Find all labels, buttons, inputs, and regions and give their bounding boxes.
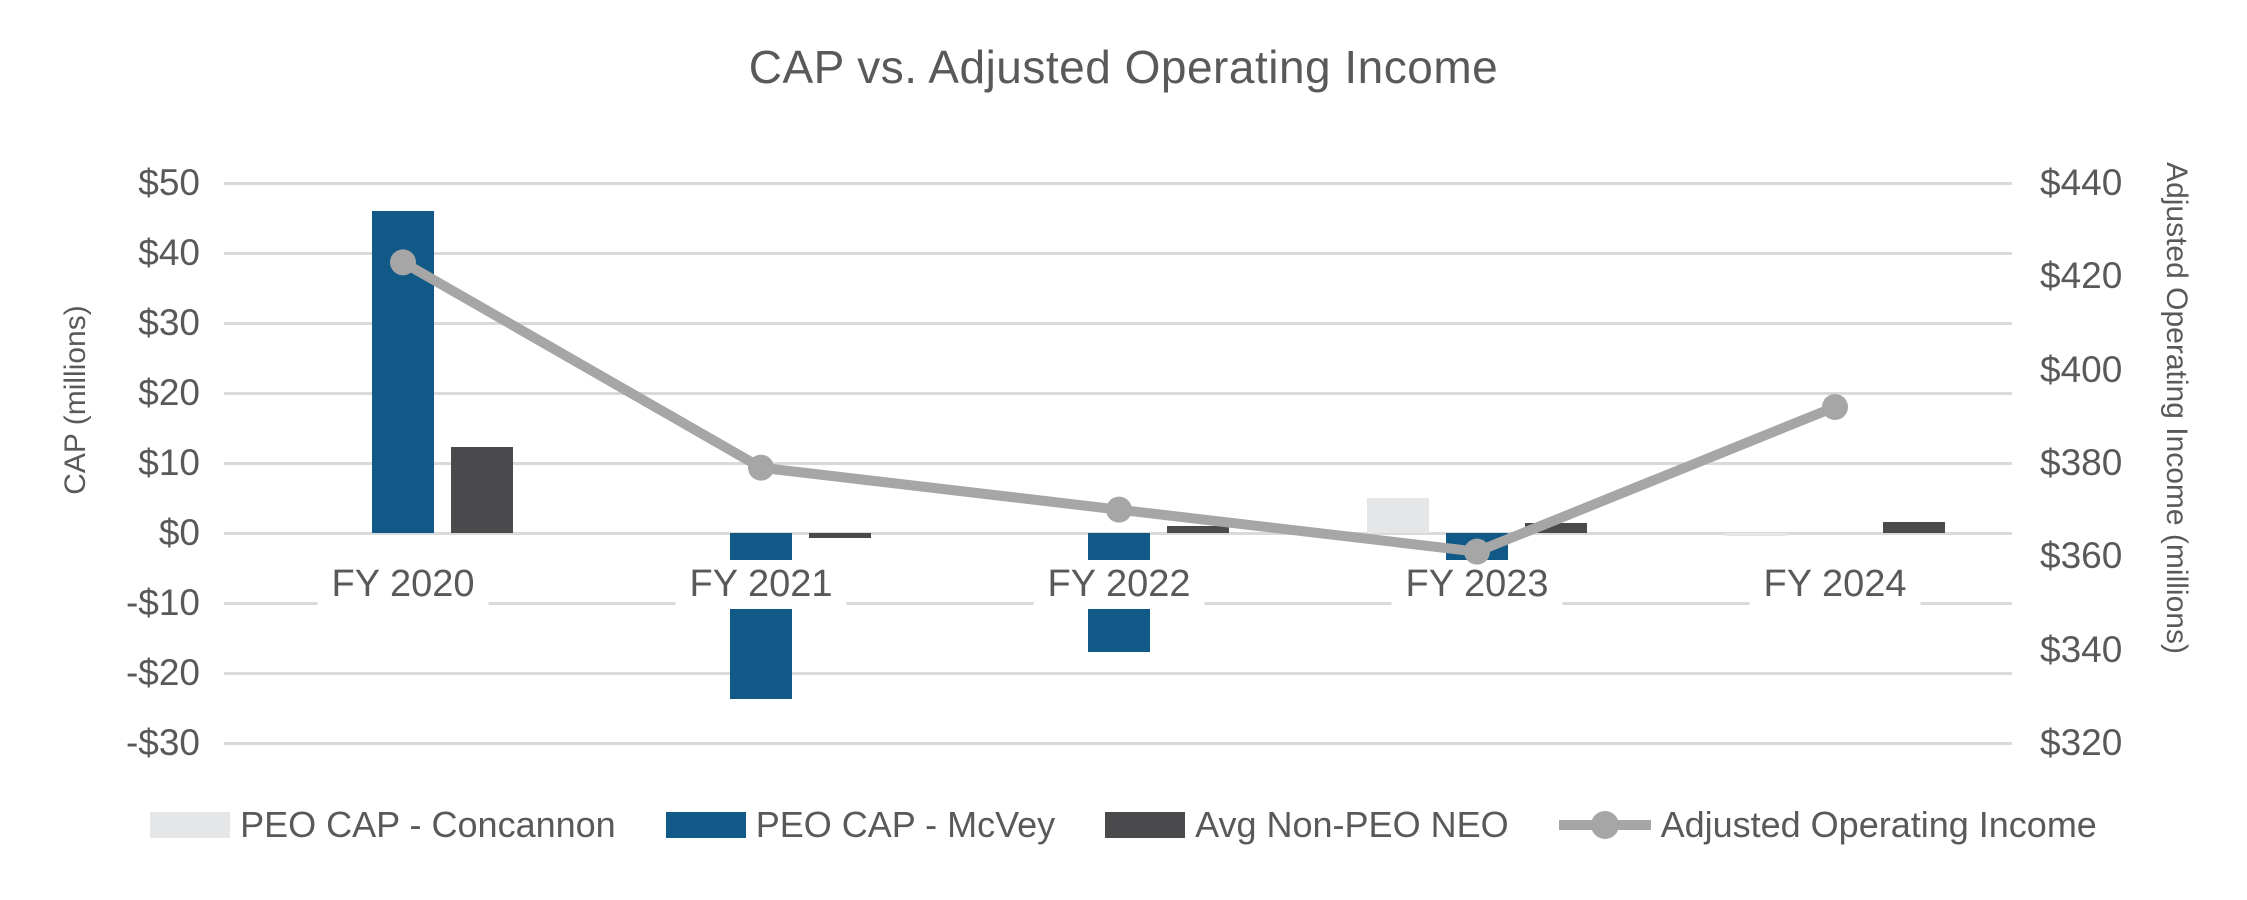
right-axis-tick: $380	[2040, 442, 2123, 483]
bar-peo-cap-mcvey-fy-2023	[1446, 533, 1508, 564]
gridline-40	[224, 252, 2012, 255]
right-axis-tick: $340	[2040, 628, 2123, 670]
left-axis-tick: $0	[158, 512, 200, 553]
category-label-fy-2022: FY 2022	[1033, 560, 1205, 609]
left-axis-tick: $10	[138, 442, 200, 483]
bar-avg-non-peo-neo-fy-2024	[1883, 521, 1945, 533]
legend-line-marker-icon	[1558, 811, 1651, 839]
aoi-point-fy-2021	[748, 454, 774, 481]
legend-swatch-icon	[150, 812, 231, 838]
aoi-line	[400, 257, 1837, 557]
bar-avg-non-peo-neo-fy-2022	[1167, 526, 1229, 533]
gridline--20	[224, 672, 2012, 675]
bar-avg-non-peo-neo-fy-2023	[1525, 523, 1587, 533]
bar-peo-cap-concannon-fy-2023	[1367, 498, 1429, 533]
legend-label: PEO CAP - McVey	[755, 804, 1056, 845]
gridline-50	[224, 182, 2012, 185]
right-axis-tick: $400	[2040, 348, 2123, 390]
category-label-fy-2020: FY 2020	[317, 560, 489, 609]
legend-label: Avg Non-PEO NEO	[1195, 804, 1509, 845]
bar-peo-cap-mcvey-fy-2021	[730, 533, 792, 699]
bar-avg-non-peo-neo-fy-2020	[451, 446, 513, 533]
bar-peo-cap-concannon-fy-2024	[1725, 533, 1787, 536]
left-axis-tick: $50	[138, 162, 200, 203]
legend-swatch-icon	[1105, 812, 1186, 838]
bar-avg-non-peo-neo-fy-2021	[809, 533, 871, 538]
legend-item-peo-cap-mcvey: PEO CAP - McVey	[665, 804, 1056, 846]
legend-label: Adjusted Operating Income	[1660, 804, 2097, 845]
gridline-30	[224, 322, 2012, 325]
gridline-20	[224, 392, 2012, 395]
legend-label: PEO CAP - Concannon	[240, 804, 616, 845]
right-axis-tick: $420	[2040, 255, 2123, 297]
left-axis-tick: $20	[138, 372, 200, 413]
left-axis-tick: -$20	[125, 652, 200, 693]
category-label-fy-2024: FY 2024	[1749, 560, 1921, 609]
legend-item-adjusted-operating-income: Adjusted Operating Income	[1558, 804, 2097, 846]
legend-swatch-icon	[665, 812, 746, 838]
gridline--30	[224, 742, 2012, 745]
left-axis-tick: $30	[138, 302, 200, 343]
left-axis-tick: -$10	[125, 582, 200, 623]
legend-item-peo-cap-concannon: PEO CAP - Concannon	[150, 804, 616, 846]
category-label-fy-2023: FY 2023	[1391, 560, 1563, 609]
right-axis-tick: $360	[2040, 535, 2123, 577]
category-label-fy-2021: FY 2021	[675, 560, 847, 609]
aoi-point-fy-2024	[1822, 394, 1848, 420]
right-axis-tick: $440	[2040, 162, 2123, 203]
right-axis-title: Adjusted Operating Income (millions)	[2160, 162, 2193, 654]
legend: PEO CAP - Concannon PEO CAP - McVey Avg No…	[0, 804, 2247, 846]
right-axis-tick: $320	[2040, 722, 2123, 763]
legend-line-dot	[1590, 811, 1619, 839]
legend-item-avg-non-peo-neo: Avg Non-PEO NEO	[1105, 804, 1509, 846]
chart-title: CAP vs. Adjusted Operating Income	[748, 41, 1499, 93]
aoi-point-fy-2022	[1106, 496, 1132, 523]
left-axis-tick: $40	[138, 232, 200, 273]
left-axis-tick: -$30	[125, 722, 200, 763]
bar-peo-cap-mcvey-fy-2020	[372, 211, 434, 533]
